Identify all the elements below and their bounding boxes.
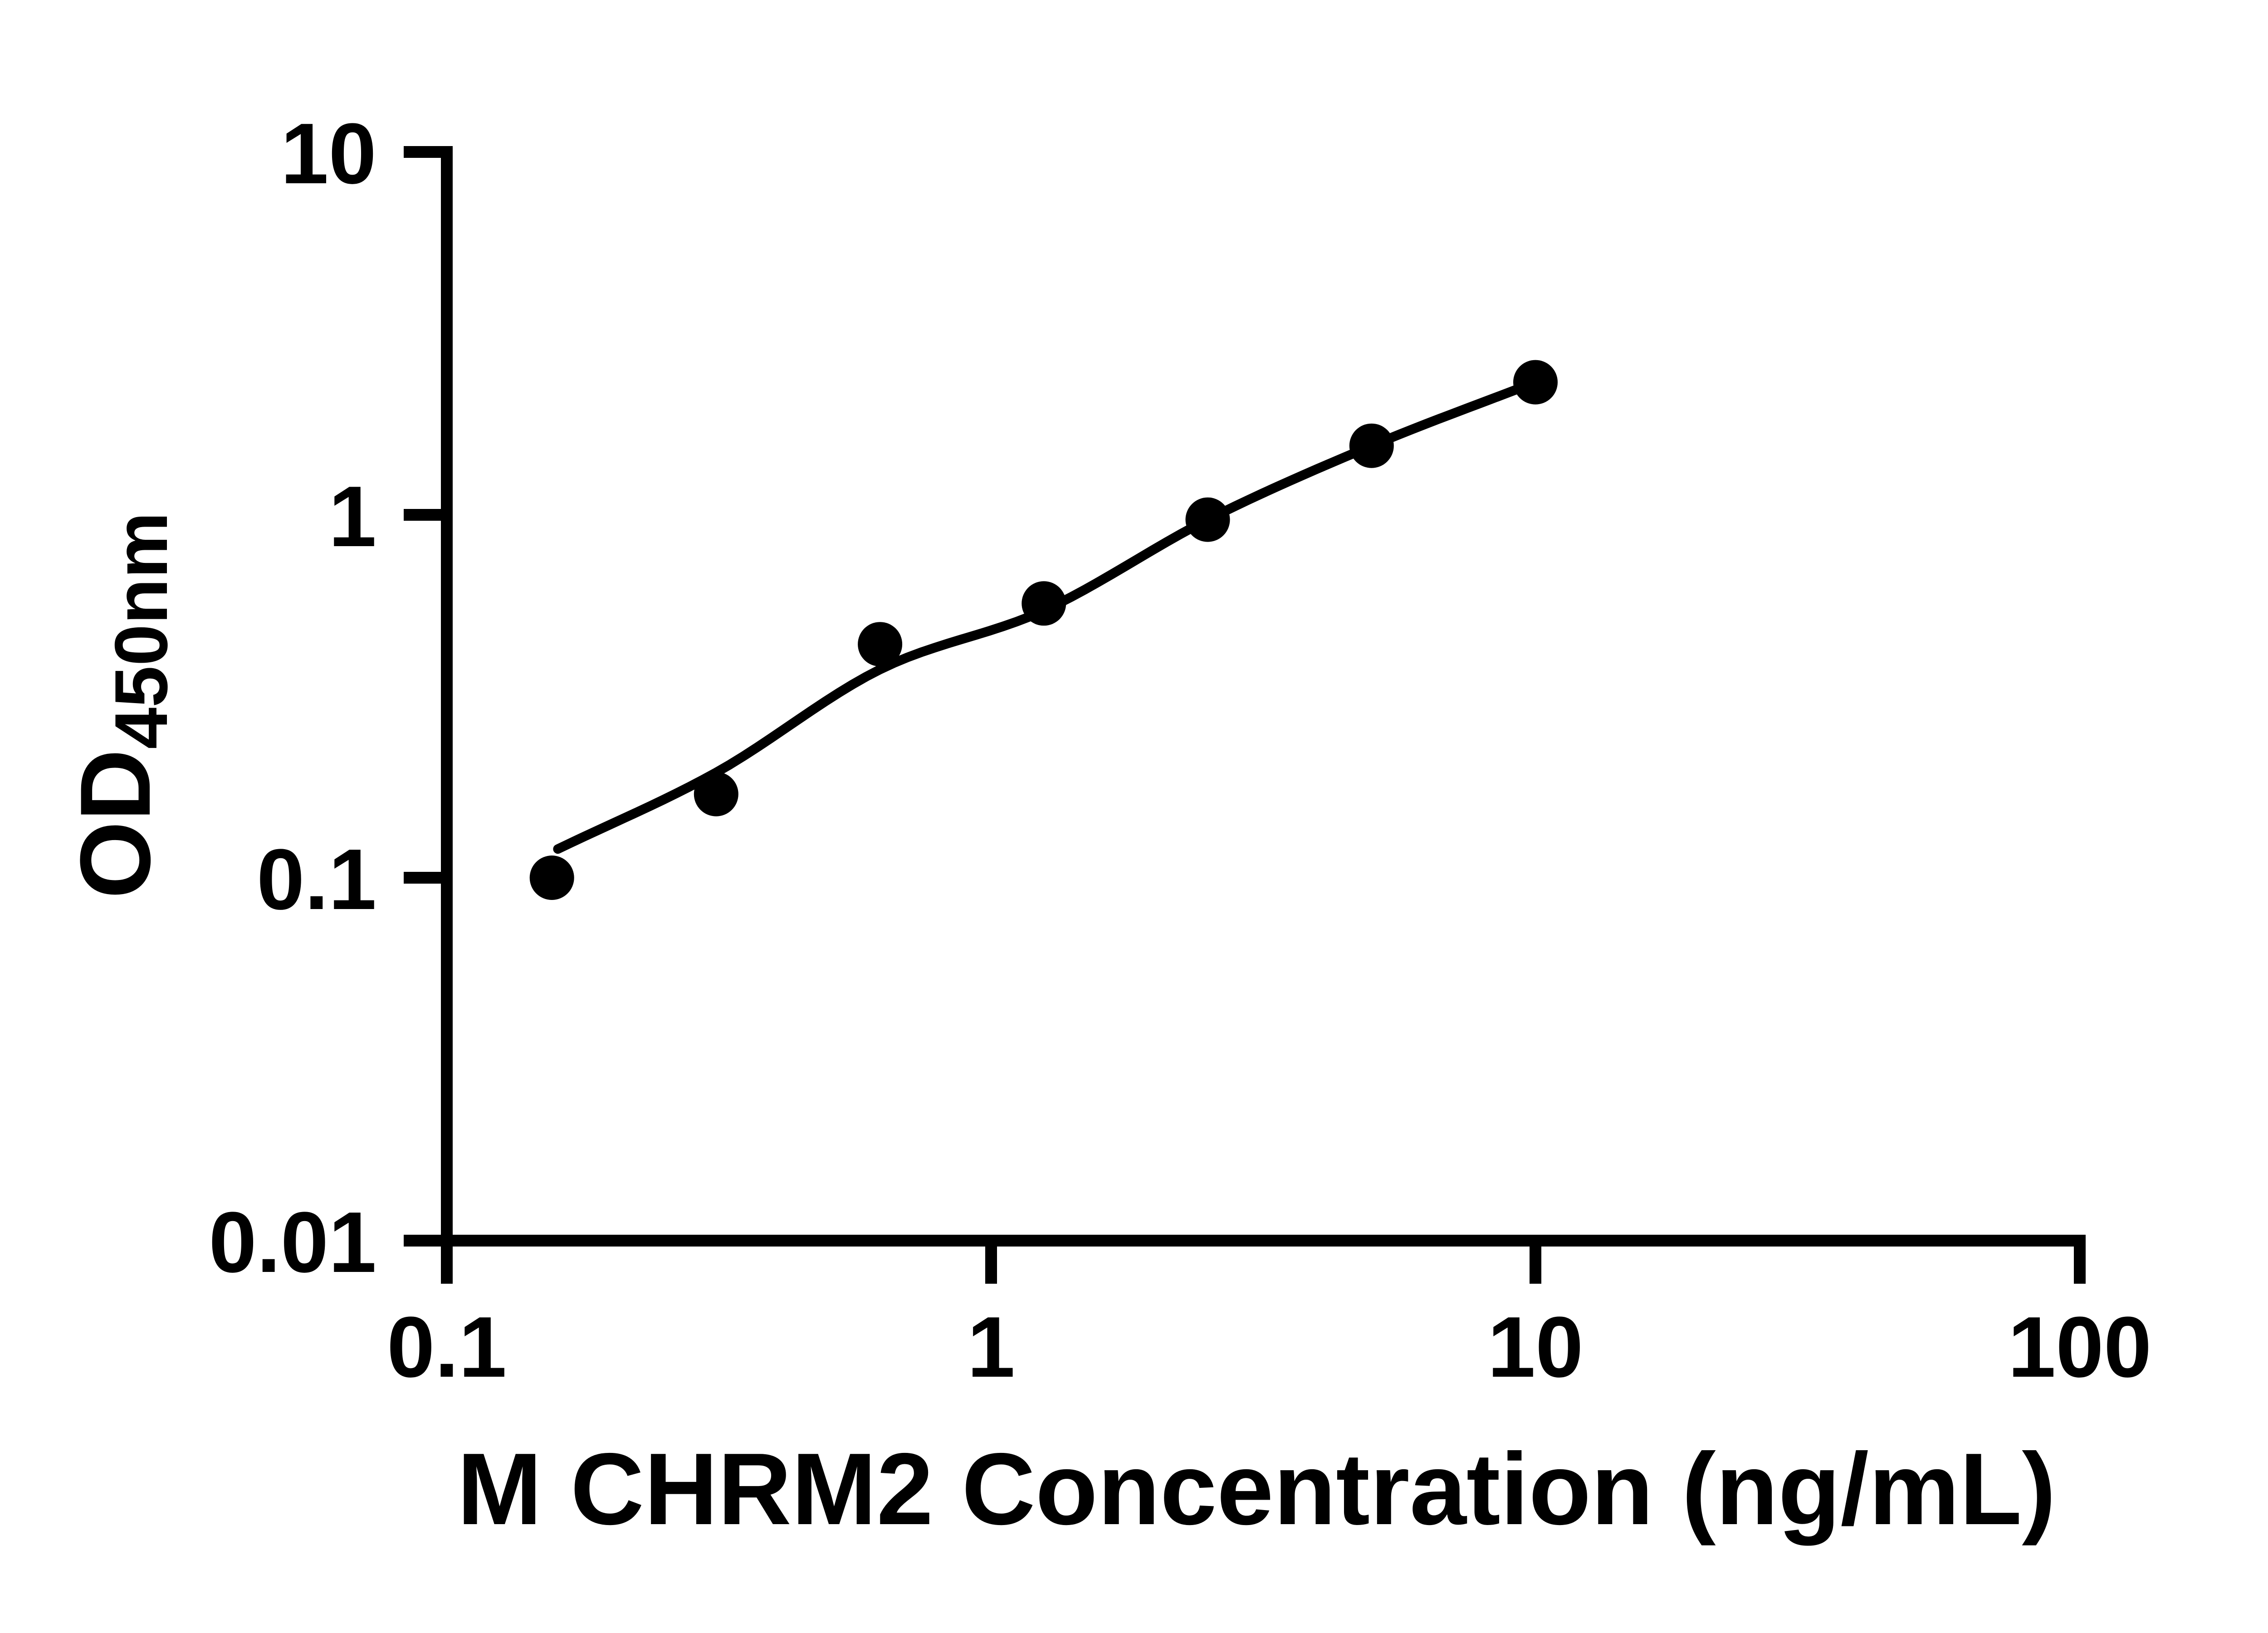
data-point (1022, 581, 1066, 626)
data-point (1513, 360, 1558, 405)
data-point (858, 622, 903, 667)
data-point (694, 772, 738, 816)
data-point (1349, 423, 1394, 468)
data-point (1185, 497, 1230, 542)
y-axis-title-subscript: 450nm (99, 512, 183, 749)
data-point (529, 856, 574, 900)
y-axis-title-main: OD (59, 749, 171, 899)
x-tick-label: 0.1 (387, 1299, 507, 1395)
axes-layer (404, 146, 2086, 1284)
y-tick-label: 1 (328, 469, 376, 565)
y-tick-label: 0.1 (257, 831, 376, 928)
y-tick-label: 0.01 (209, 1194, 376, 1291)
x-tick-label: 100 (2008, 1299, 2151, 1395)
data-points-layer (529, 360, 1558, 900)
y-axis-title: OD450nm (59, 512, 183, 899)
y-tick-label: 10 (281, 106, 376, 202)
x-tick-label: 1 (967, 1299, 1015, 1395)
x-tick-label: 10 (1487, 1299, 1583, 1395)
x-axis-title: M CHRM2 Concentration (ng/mL) (457, 1432, 2056, 1546)
